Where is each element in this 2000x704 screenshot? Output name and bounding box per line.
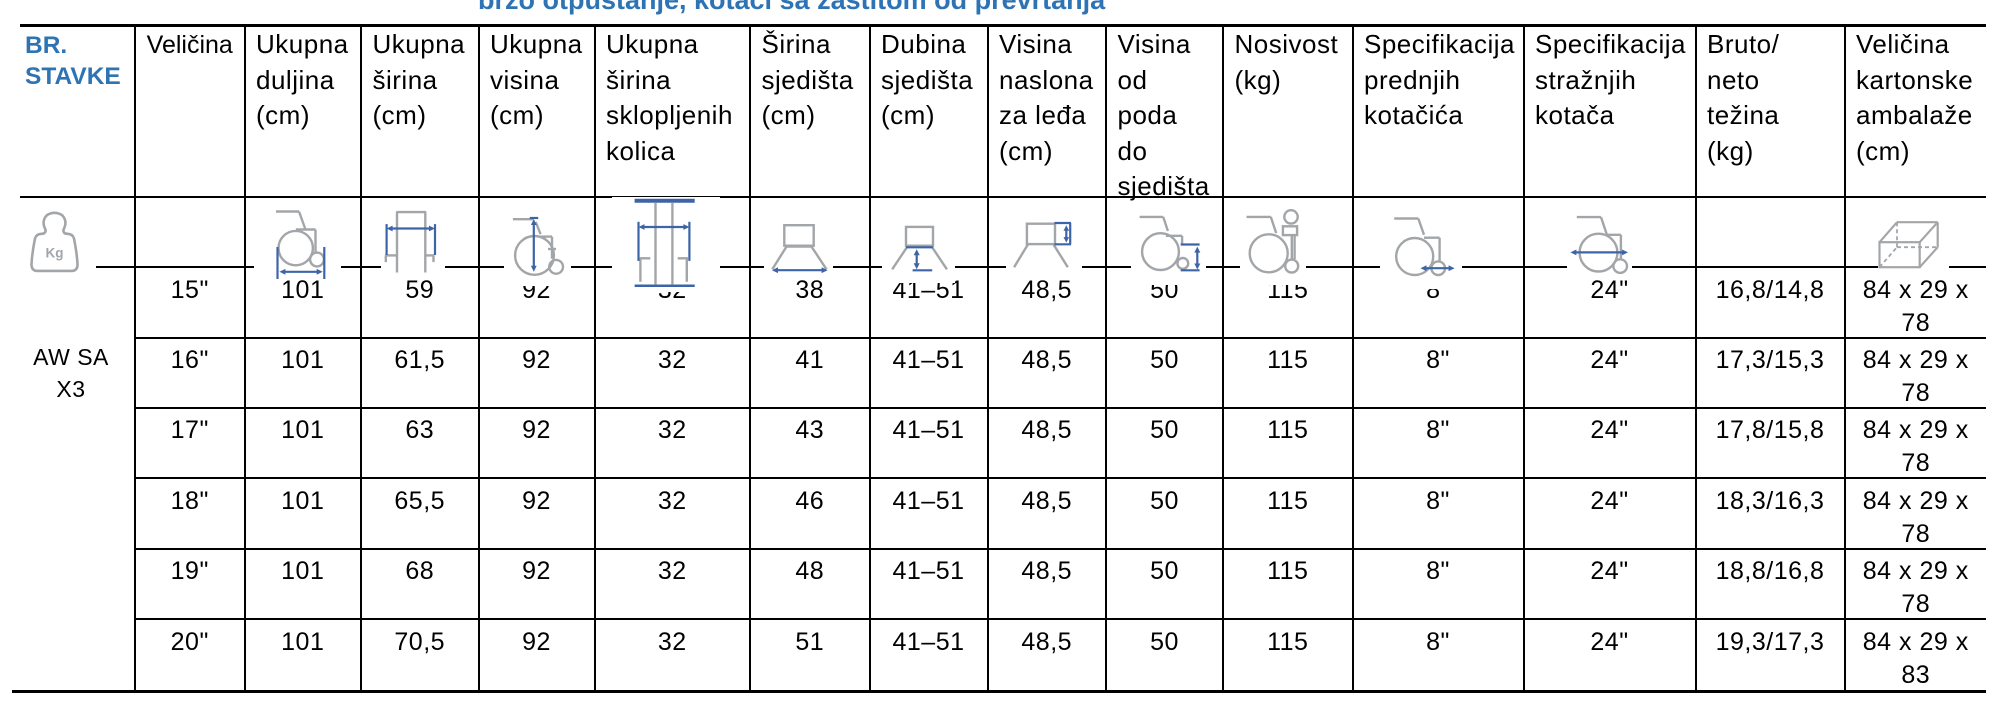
svg-text:Kg: Kg	[46, 246, 64, 261]
